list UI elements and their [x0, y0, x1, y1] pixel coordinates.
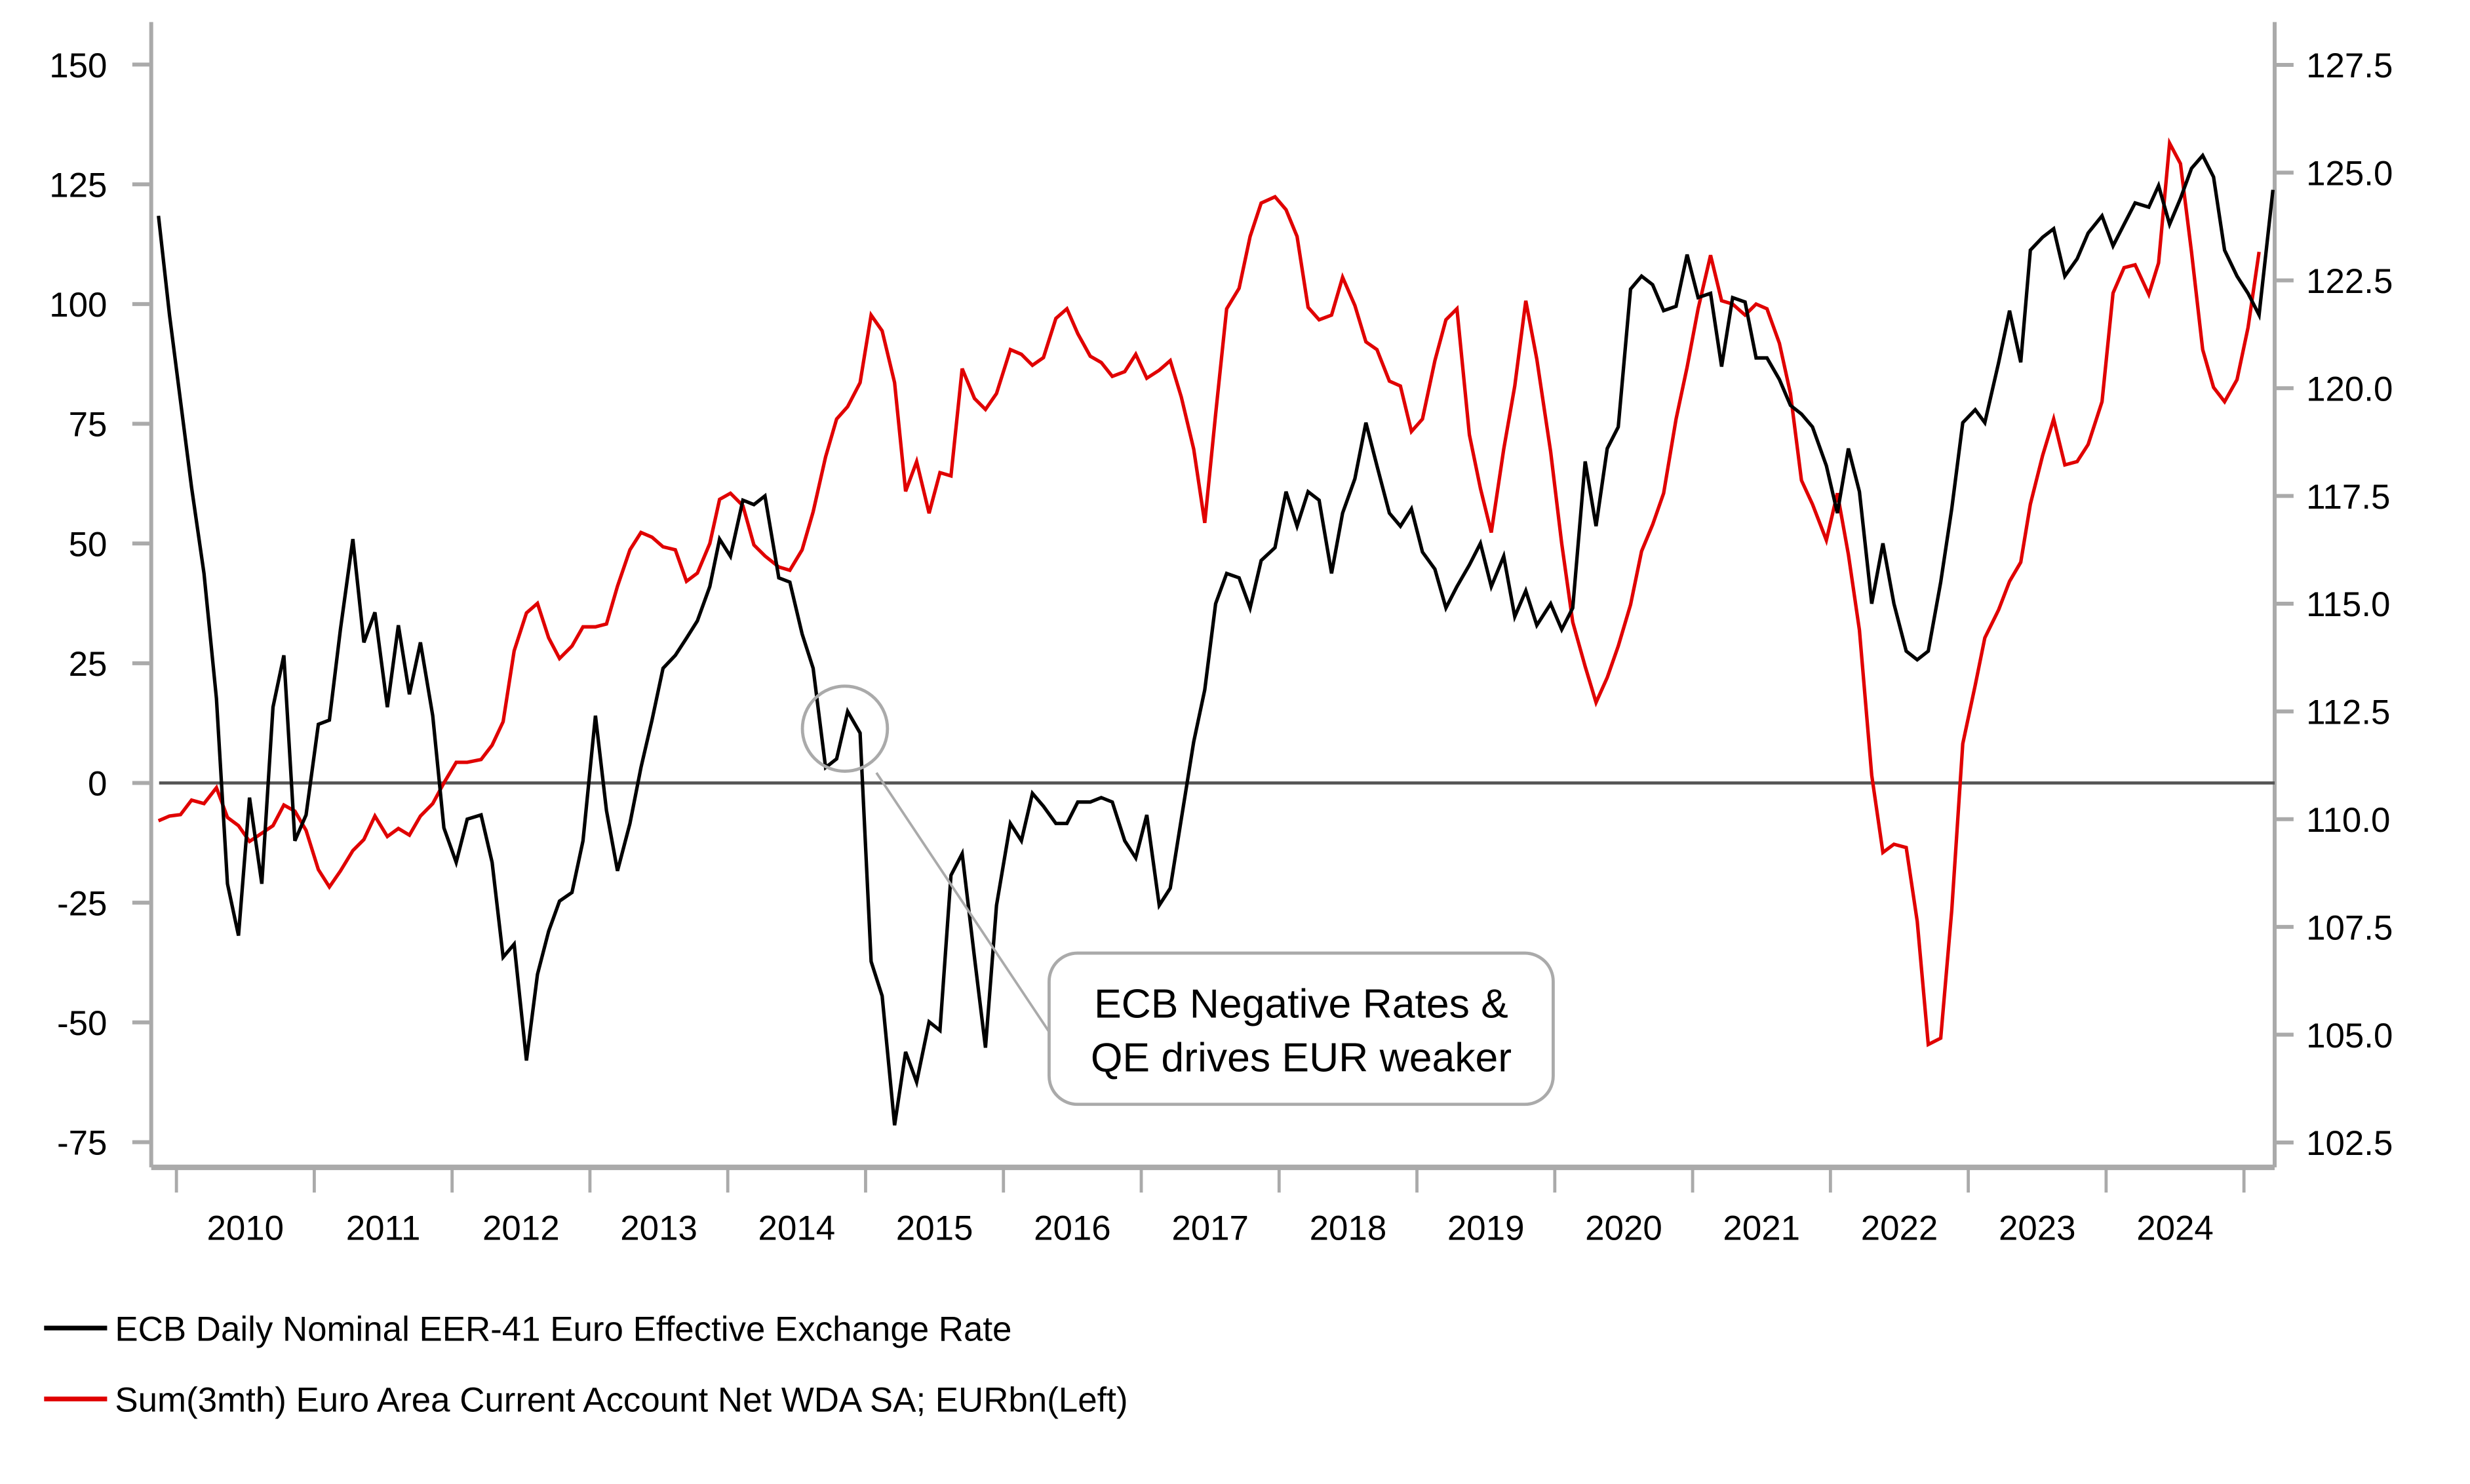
x-tick-label: 2018: [1310, 1209, 1387, 1247]
left-tick-label: -75: [57, 1124, 107, 1163]
x-axis: 2010 2011 2012 2013 2014 2015 2016 2017 2018 2019…: [151, 1164, 2275, 1247]
right-tick-label: 115.0: [2306, 585, 2390, 624]
x-tick-label: 2016: [1034, 1209, 1111, 1247]
left-tick-label: 25: [69, 645, 108, 684]
series-layer: [157, 137, 2275, 1126]
x-tick-label: 2017: [1171, 1209, 1249, 1247]
x-tick-label: 2024: [2136, 1209, 2214, 1247]
annotation-circle: [800, 684, 890, 773]
left-tick-label: 150: [49, 47, 107, 85]
right-tick-label: 125.0: [2306, 155, 2393, 193]
left-tick-label: 50: [69, 525, 108, 564]
legend: ECB Daily Nominal EER-41 Euro Effective …: [44, 1310, 1128, 1419]
x-tick-label: 2014: [758, 1209, 836, 1247]
legend-label-eer: ECB Daily Nominal EER-41 Euro Effective …: [115, 1310, 1011, 1348]
x-tick-label: 2023: [1999, 1209, 2076, 1247]
left-axis: 150 125 100 75 50 25 0 -25 -50 -75: [49, 22, 153, 1167]
x-tick-label: 2021: [1723, 1209, 1800, 1247]
left-tick-label: 125: [49, 166, 107, 205]
right-tick-label: 122.5: [2306, 262, 2393, 301]
right-tick-label: 105.0: [2306, 1017, 2393, 1055]
right-tick-label: 102.5: [2306, 1124, 2393, 1163]
right-tick-label: 120.0: [2306, 370, 2393, 408]
x-tick-label: 2015: [896, 1209, 973, 1247]
x-tick-label: 2011: [346, 1209, 421, 1247]
annotation-leader-line: [875, 771, 1051, 1033]
right-tick-label: 117.5: [2306, 478, 2390, 517]
right-axis: 127.5 125.0 122.5 120.0 117.5 115.0 112.5 110.0…: [2273, 22, 2393, 1167]
left-tick-label: 75: [69, 406, 108, 444]
series-line-eer: [157, 152, 2275, 1126]
annotation: ECB Negative Rates & QE drives EUR weake…: [800, 684, 1555, 1106]
series-line-current-account: [157, 137, 2261, 1047]
x-tick-label: 2010: [206, 1209, 284, 1247]
left-tick-label: 0: [88, 765, 107, 804]
right-tick-label: 107.5: [2306, 908, 2393, 947]
left-tick-label: -50: [57, 1004, 107, 1043]
legend-label-current-account: Sum(3mth) Euro Area Current Account Net …: [115, 1380, 1127, 1419]
x-tick-label: 2019: [1447, 1209, 1525, 1247]
x-tick-label: 2020: [1585, 1209, 1662, 1247]
x-tick-label: 2022: [1861, 1209, 1938, 1247]
right-tick-label: 112.5: [2306, 693, 2390, 732]
right-tick-label: 127.5: [2306, 47, 2393, 85]
annotation-text-line-1: ECB Negative Rates &: [1094, 981, 1508, 1027]
x-tick-label: 2012: [482, 1209, 560, 1247]
annotation-text-line-2: QE drives EUR weaker: [1091, 1034, 1512, 1080]
left-tick-label: 100: [49, 286, 107, 324]
x-tick-label: 2013: [620, 1209, 697, 1247]
right-tick-label: 110.0: [2306, 801, 2390, 840]
annotation-box: [1048, 951, 1555, 1106]
left-tick-label: -25: [57, 884, 107, 923]
